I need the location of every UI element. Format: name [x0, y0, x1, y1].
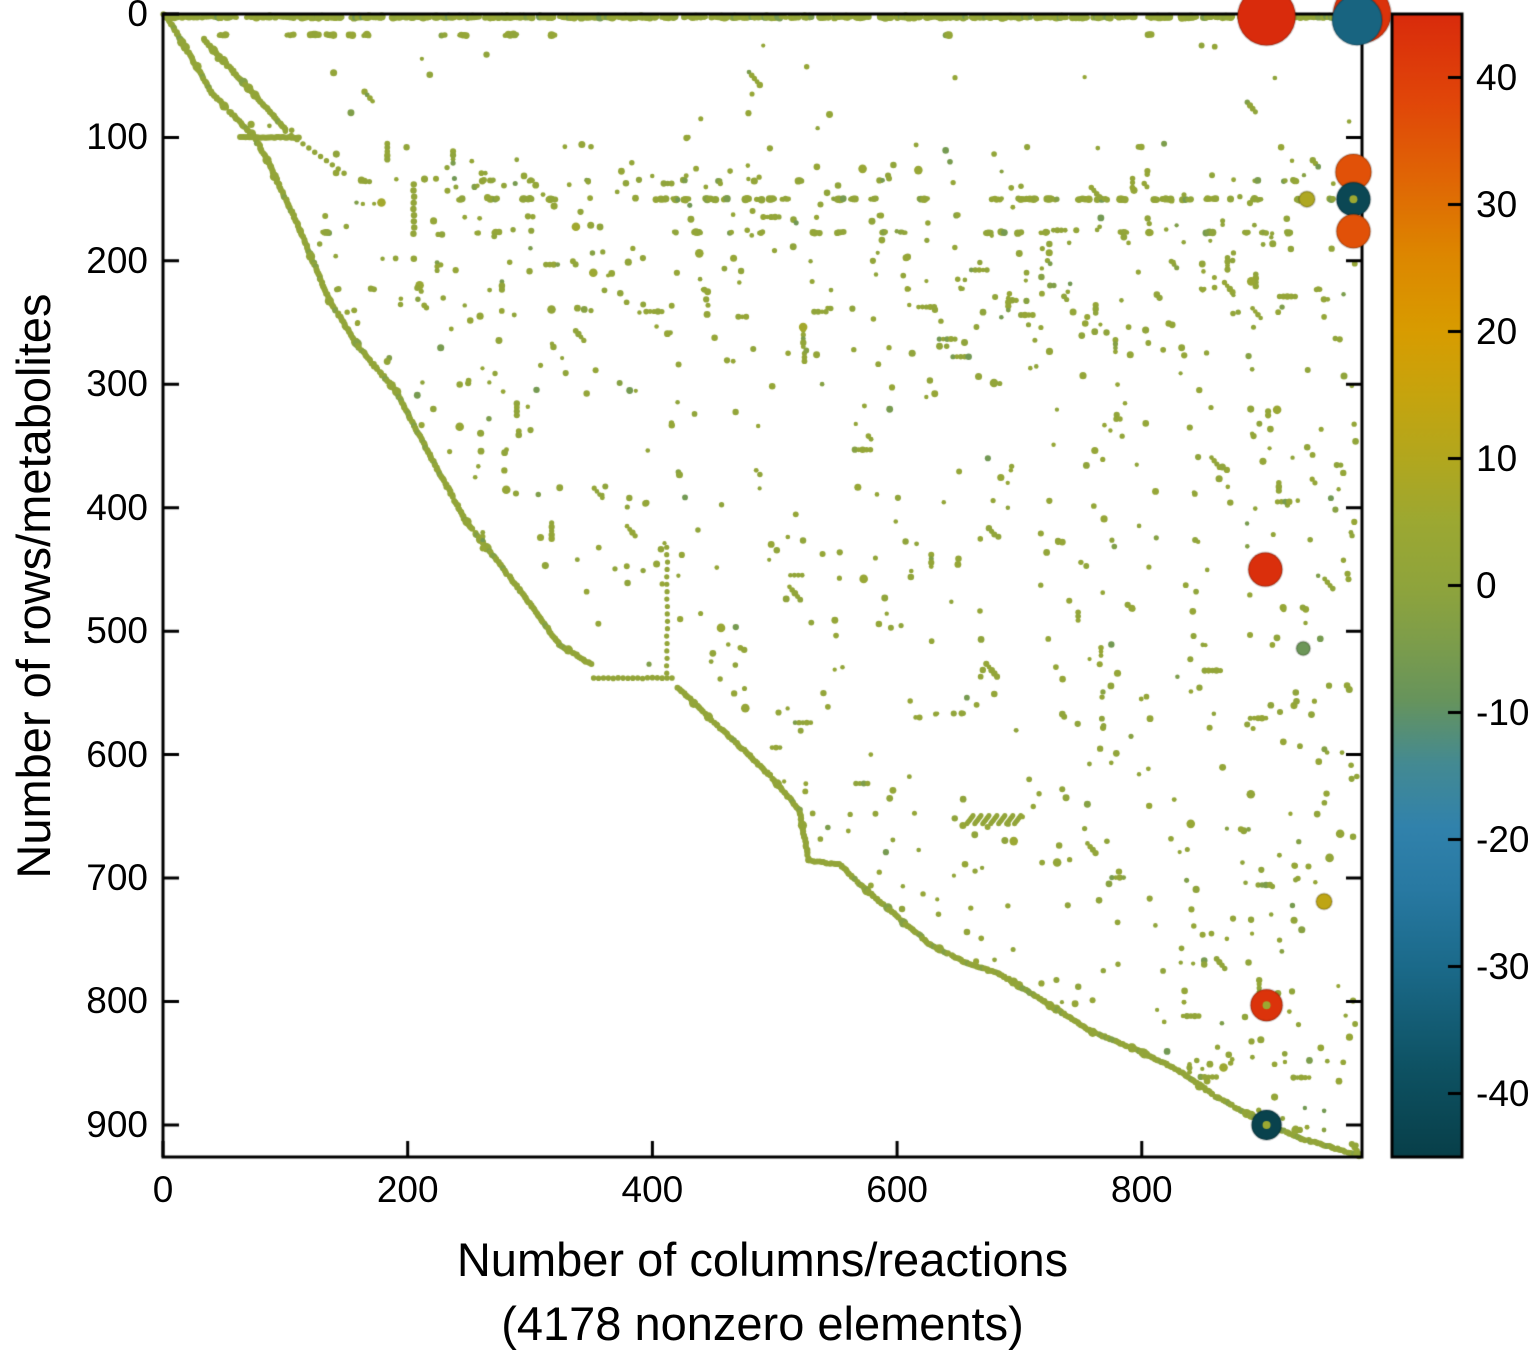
colorbar-tick-label: 10 [1476, 437, 1518, 479]
colorbar-tick-label: -40 [1476, 1072, 1530, 1114]
colorbar-tick-label: 0 [1476, 564, 1497, 606]
y-tick-label: 100 [86, 116, 148, 158]
x-tick-label: 400 [621, 1169, 684, 1210]
colorbar-tick-label: 20 [1476, 310, 1518, 352]
x-tick-label: 800 [1110, 1169, 1173, 1210]
colorbar-tick-label: -10 [1476, 691, 1530, 733]
colorbar-tick-label: -30 [1476, 945, 1530, 987]
x-axis-label: Number of columns/reactions [456, 1233, 1069, 1286]
x-tick-label: 0 [152, 1169, 174, 1210]
y-tick-label: 700 [86, 857, 148, 899]
y-axis-label: Number of rows/metabolites [7, 293, 60, 879]
y-tick-label: 900 [86, 1103, 148, 1145]
colorbar-tick-label: 40 [1476, 56, 1518, 98]
y-tick-label: 300 [86, 363, 148, 405]
y-tick-label: 400 [86, 486, 148, 528]
colorbar-tick-label: -20 [1476, 818, 1530, 860]
y-tick-label: 200 [86, 239, 148, 281]
y-tick-label: 600 [86, 733, 148, 775]
x-axis-sublabel: (4178 nonzero elements) [501, 1297, 1024, 1350]
x-tick-label: 200 [376, 1169, 439, 1210]
y-tick-label: 800 [86, 980, 148, 1022]
y-tick-label: 500 [86, 610, 148, 652]
x-tick-label: 600 [866, 1169, 928, 1210]
colorbar-tick-label: 30 [1476, 183, 1518, 225]
y-tick-label: 0 [127, 0, 148, 34]
